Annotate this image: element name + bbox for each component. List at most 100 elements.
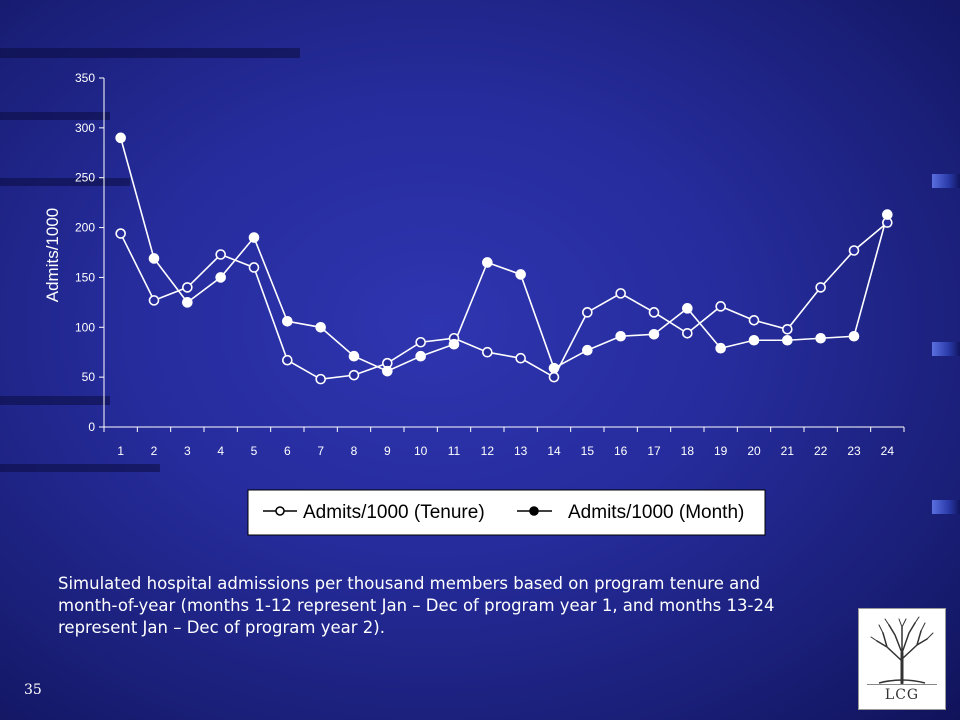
x-tick-label: 5 <box>251 444 258 458</box>
data-point-1 <box>648 328 660 340</box>
legend-label-month: Admits/1000 (Month) <box>568 502 744 523</box>
data-point-1 <box>615 330 626 342</box>
x-tick-label: 2 <box>151 444 158 458</box>
bg-stripe <box>0 178 130 186</box>
y-tick-label: 100 <box>75 320 95 334</box>
data-point-0 <box>515 352 526 364</box>
y-tick-label: 200 <box>75 221 95 235</box>
x-tick-label: 23 <box>847 444 861 458</box>
data-point-1 <box>282 316 293 327</box>
legend-box <box>247 489 766 536</box>
bg-stripe <box>0 48 300 58</box>
data-point-1 <box>482 257 493 268</box>
y-tick-label: 350 <box>75 71 95 85</box>
x-tick-label: 10 <box>414 444 428 458</box>
data-point-1 <box>515 269 526 280</box>
x-tick-label: 11 <box>448 444 461 458</box>
data-point-0 <box>482 346 493 358</box>
x-tick-label: 17 <box>647 444 661 458</box>
x-tick-label: 20 <box>747 444 761 458</box>
legend-marker-month <box>529 506 539 516</box>
data-point-1 <box>182 297 193 308</box>
data-point-1 <box>582 344 593 356</box>
data-point-0 <box>782 323 793 335</box>
data-point-0 <box>582 307 593 318</box>
data-point-0 <box>182 282 193 293</box>
data-point-1 <box>882 209 893 220</box>
data-point-0 <box>282 354 293 366</box>
data-point-1 <box>815 332 826 344</box>
bg-stripe <box>0 396 110 405</box>
y-tick-label: 300 <box>75 121 95 135</box>
x-tick-label: 13 <box>514 444 528 458</box>
y-tick-label: 150 <box>75 270 95 284</box>
data-point-1 <box>315 321 326 333</box>
data-point-1 <box>715 342 726 354</box>
series-line-0 <box>119 221 888 380</box>
logo-text: LCG <box>884 687 920 703</box>
data-point-0 <box>148 295 160 306</box>
data-point-0 <box>415 336 426 348</box>
x-tick-label: 9 <box>384 444 391 458</box>
data-point-0 <box>615 288 626 299</box>
data-point-0 <box>115 228 126 239</box>
tree-icon <box>870 616 934 685</box>
legend-label-tenure: Admits/1000 (Tenure) <box>303 502 485 523</box>
slide-number: 35 <box>24 682 42 698</box>
x-tick-label: 18 <box>681 444 695 458</box>
data-point-1 <box>448 338 460 350</box>
data-point-0 <box>648 307 660 318</box>
right-accent <box>932 500 960 514</box>
y-tick-label: 50 <box>82 370 96 384</box>
y-tick-label: 250 <box>75 171 95 185</box>
x-tick-label: 4 <box>217 444 224 458</box>
data-point-1 <box>248 232 260 243</box>
x-tick-label: 3 <box>184 444 191 458</box>
data-point-1 <box>348 350 360 362</box>
x-tick-label: 7 <box>317 444 324 458</box>
data-point-0 <box>315 373 326 385</box>
data-point-1 <box>548 362 560 374</box>
x-tick-label: 19 <box>714 444 728 458</box>
data-point-1 <box>748 334 760 346</box>
data-point-1 <box>215 272 226 283</box>
bg-stripe <box>0 112 110 120</box>
series-line-1 <box>119 137 889 373</box>
x-tick-label: 22 <box>814 444 828 458</box>
caption: Simulated hospital admissions per thousa… <box>58 574 775 637</box>
y-axis-label: Admits/1000 <box>43 208 62 303</box>
x-tick-label: 24 <box>881 444 895 458</box>
x-tick-label: 8 <box>351 444 358 458</box>
data-point-0 <box>715 301 726 312</box>
bg-stripe <box>0 464 160 472</box>
right-accent <box>932 174 960 188</box>
x-tick-label: 12 <box>481 444 495 458</box>
data-point-0 <box>748 315 760 326</box>
x-tick-label: 14 <box>547 444 561 458</box>
lcg-logo: LCG <box>858 608 946 710</box>
data-point-1 <box>115 132 126 144</box>
legend-marker-tenure <box>275 506 285 516</box>
data-point-1 <box>848 330 860 342</box>
data-point-1 <box>148 253 160 264</box>
x-tick-label: 1 <box>117 444 124 458</box>
x-tick-label: 16 <box>614 444 628 458</box>
right-accent <box>932 342 960 356</box>
data-point-1 <box>382 365 393 377</box>
data-point-0 <box>815 282 826 293</box>
data-point-0 <box>848 245 860 256</box>
data-point-0 <box>548 371 560 383</box>
y-tick-label: 0 <box>88 420 95 434</box>
data-point-0 <box>682 327 693 339</box>
logo-divider <box>867 684 937 685</box>
data-point-0 <box>348 369 360 381</box>
x-tick-label: 6 <box>284 444 291 458</box>
data-point-1 <box>682 303 693 314</box>
data-point-1 <box>782 334 793 346</box>
x-tick-label: 15 <box>581 444 595 458</box>
x-tick-label: 21 <box>781 444 795 458</box>
data-point-0 <box>248 262 260 273</box>
data-point-0 <box>215 249 226 260</box>
